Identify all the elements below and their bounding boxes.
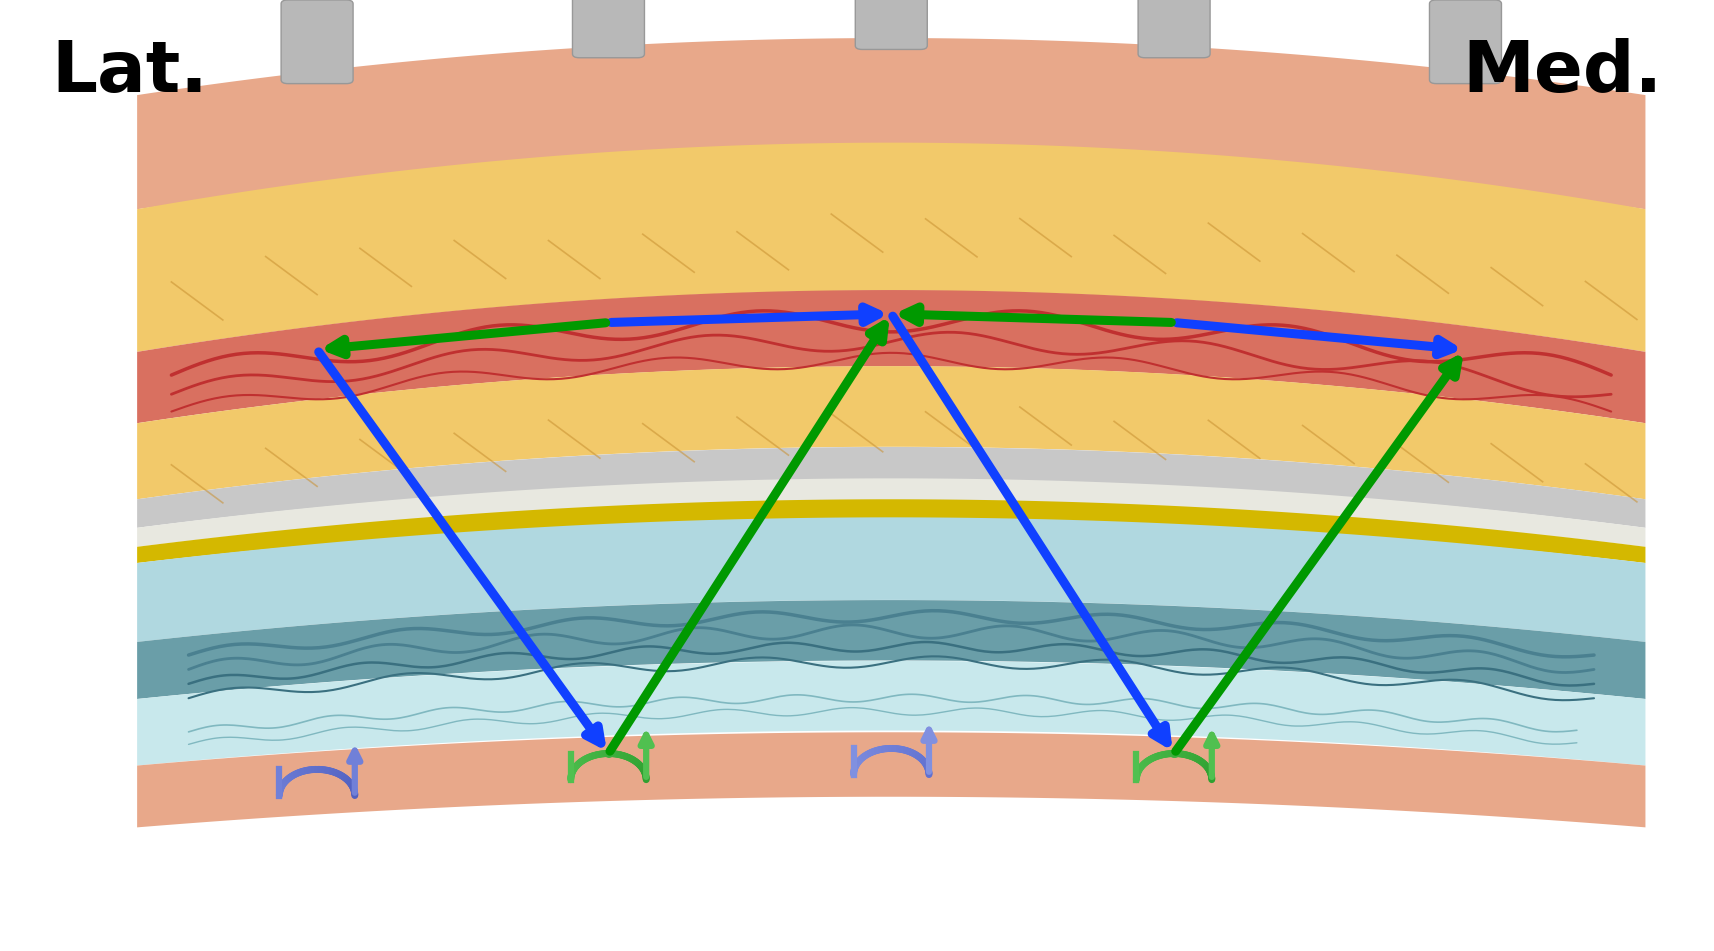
Polygon shape <box>137 143 1645 352</box>
Polygon shape <box>137 366 1645 499</box>
Polygon shape <box>137 499 1645 563</box>
Polygon shape <box>137 478 1645 547</box>
Text: Med.: Med. <box>1462 38 1663 107</box>
FancyBboxPatch shape <box>1138 0 1210 58</box>
FancyBboxPatch shape <box>281 0 353 84</box>
Polygon shape <box>137 38 1645 209</box>
Polygon shape <box>137 290 1645 423</box>
Polygon shape <box>137 661 1645 766</box>
Text: Lat.: Lat. <box>51 38 207 107</box>
Polygon shape <box>137 517 1645 642</box>
FancyBboxPatch shape <box>855 0 927 49</box>
Polygon shape <box>137 447 1645 528</box>
FancyBboxPatch shape <box>572 0 644 58</box>
Polygon shape <box>137 600 1645 699</box>
FancyBboxPatch shape <box>1429 0 1501 84</box>
Polygon shape <box>137 732 1645 827</box>
